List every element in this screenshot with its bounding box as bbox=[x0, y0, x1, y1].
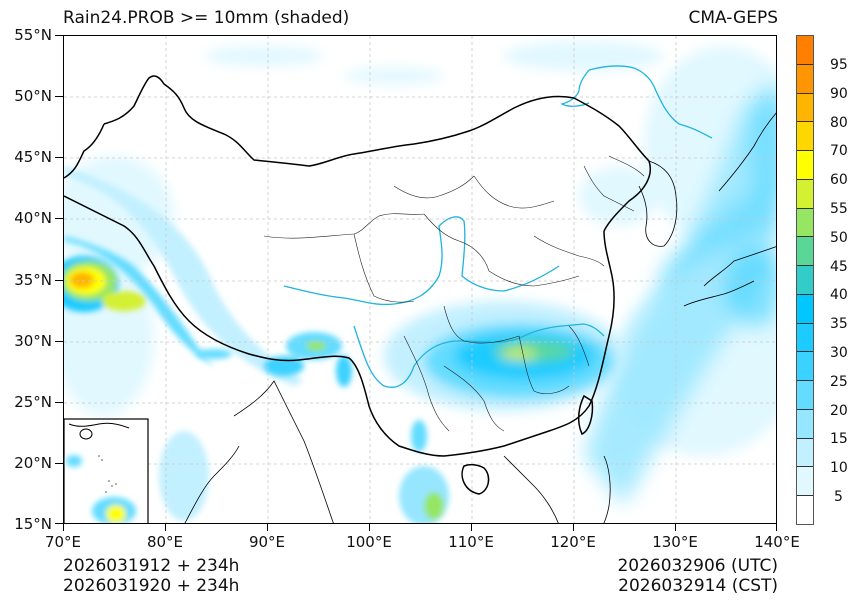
lat-tick bbox=[55, 96, 63, 98]
south-china-sea-inset bbox=[64, 418, 149, 523]
colorbar-segment bbox=[797, 467, 813, 497]
model-name: CMA-GEPS bbox=[688, 8, 778, 28]
colorbar-label: 45 bbox=[830, 259, 848, 275]
rivers bbox=[283, 65, 713, 388]
lon-tick bbox=[267, 524, 269, 531]
lat-tick bbox=[55, 341, 63, 343]
colorbar-label: 90 bbox=[830, 86, 848, 102]
colorbar-segment bbox=[797, 179, 813, 209]
valid-time-utc: 2026032906 (UTC) bbox=[617, 556, 778, 576]
national-border bbox=[64, 75, 651, 495]
colorbar-segment bbox=[797, 151, 813, 180]
lon-label-70: 70°E bbox=[44, 533, 82, 551]
valid-time-cst: 2026032914 (CST) bbox=[618, 576, 778, 596]
lon-label-90: 90°E bbox=[248, 533, 286, 551]
lat-tick bbox=[55, 523, 63, 525]
colorbar bbox=[796, 35, 814, 525]
lat-tick bbox=[55, 402, 63, 404]
colorbar-segment bbox=[797, 237, 813, 267]
colorbar-segment bbox=[797, 122, 813, 152]
province-borders bbox=[263, 155, 645, 432]
init-time-cst: 2026031920 + 234h bbox=[63, 576, 240, 596]
lat-label-15: 15°N bbox=[14, 515, 52, 533]
colorbar-label: 40 bbox=[830, 287, 848, 303]
lat-tick bbox=[55, 218, 63, 220]
map-plot-area bbox=[63, 35, 777, 524]
lat-label-35: 35°N bbox=[14, 271, 52, 289]
lat-tick bbox=[55, 157, 63, 159]
colorbar-segment bbox=[797, 36, 813, 65]
colorbar-segment bbox=[797, 409, 813, 439]
colorbar-label: 60 bbox=[830, 172, 848, 188]
lat-label-45: 45°N bbox=[14, 148, 52, 166]
lat-label-50: 50°N bbox=[14, 87, 52, 105]
lon-tick bbox=[675, 524, 677, 531]
valid-time-block: 2026032906 (UTC) 2026032914 (CST) bbox=[617, 556, 778, 596]
colorbar-segment bbox=[797, 323, 813, 353]
colorbar-segment bbox=[797, 496, 813, 525]
colorbar-segment bbox=[797, 294, 813, 324]
lon-label-110: 110°E bbox=[448, 533, 494, 551]
colorbar-label: 5 bbox=[834, 489, 843, 505]
lat-label-40: 40°N bbox=[14, 209, 52, 227]
lat-tick bbox=[55, 280, 63, 282]
lon-tick bbox=[369, 524, 371, 531]
colorbar-label: 35 bbox=[830, 316, 848, 332]
lon-tick bbox=[573, 524, 575, 531]
lon-label-140: 140°E bbox=[754, 533, 800, 551]
colorbar-segment bbox=[797, 438, 813, 468]
colorbar-segment bbox=[797, 381, 813, 410]
colorbar-segment bbox=[797, 208, 813, 238]
lon-tick bbox=[776, 524, 778, 531]
lon-label-80: 80°E bbox=[146, 533, 184, 551]
colorbar-label: 30 bbox=[830, 345, 848, 361]
colorbar-segment bbox=[797, 93, 813, 123]
colorbar-label: 10 bbox=[830, 460, 848, 476]
colorbar-label: 25 bbox=[830, 374, 848, 390]
lat-tick bbox=[55, 35, 63, 37]
colorbar-label: 15 bbox=[830, 431, 848, 447]
lon-label-100: 100°E bbox=[346, 533, 392, 551]
lon-label-120: 120°E bbox=[550, 533, 596, 551]
colorbar-segment bbox=[797, 352, 813, 382]
lat-label-20: 20°N bbox=[14, 454, 52, 472]
probability-shading bbox=[64, 41, 776, 523]
lat-label-25: 25°N bbox=[14, 393, 52, 411]
init-time-utc: 2026031912 + 234h bbox=[63, 556, 240, 576]
chart-title: Rain24.PROB >= 10mm (shaded) bbox=[63, 8, 350, 28]
colorbar-label: 20 bbox=[830, 403, 848, 419]
colorbar-label: 55 bbox=[830, 201, 848, 217]
colorbar-segment bbox=[797, 266, 813, 295]
lon-tick bbox=[63, 524, 65, 531]
colorbar-label: 70 bbox=[830, 143, 848, 159]
lat-label-30: 30°N bbox=[14, 332, 52, 350]
coastlines bbox=[184, 112, 776, 523]
lon-label-130: 130°E bbox=[652, 533, 698, 551]
colorbar-segment bbox=[797, 64, 813, 94]
lat-tick bbox=[55, 463, 63, 465]
colorbar-label: 95 bbox=[830, 57, 848, 73]
lon-tick bbox=[471, 524, 473, 531]
map-svg bbox=[64, 36, 776, 523]
lon-tick bbox=[165, 524, 167, 531]
colorbar-label: 50 bbox=[830, 230, 848, 246]
lat-label-55: 55°N bbox=[14, 26, 52, 44]
init-time-block: 2026031912 + 234h 2026031920 + 234h bbox=[63, 556, 239, 596]
colorbar-label: 80 bbox=[830, 115, 848, 131]
